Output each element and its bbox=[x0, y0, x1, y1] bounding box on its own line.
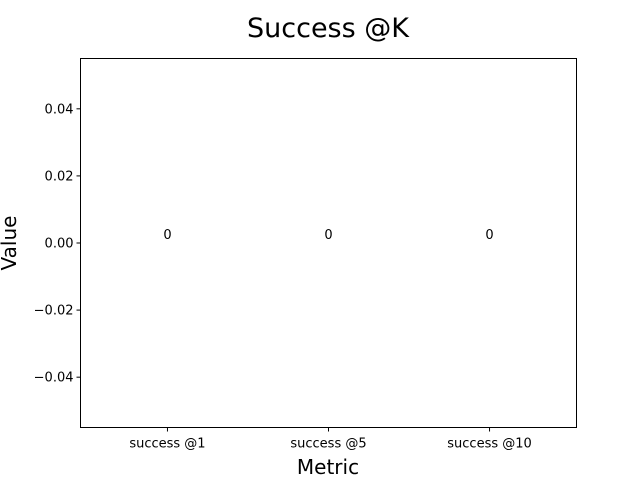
x-axis-label: Metric bbox=[297, 455, 359, 479]
x-axis-ticks: success @1 success @5 success @10 bbox=[129, 427, 532, 452]
bar-value-label: 0 bbox=[485, 228, 493, 243]
y-tick-label: 0.04 bbox=[45, 102, 74, 117]
data-labels: 0 0 0 bbox=[163, 228, 493, 243]
x-tick-label: success @10 bbox=[447, 437, 532, 452]
y-axis-label: Value bbox=[0, 216, 21, 271]
y-axis-ticks: −0.04 −0.02 0.00 0.02 0.04 bbox=[34, 102, 81, 386]
bar-value-label: 0 bbox=[324, 228, 332, 243]
x-tick-label: success @5 bbox=[290, 437, 366, 452]
chart-title: Success @K bbox=[247, 13, 410, 44]
y-tick-label: −0.02 bbox=[34, 304, 74, 319]
y-tick-label: −0.04 bbox=[34, 371, 74, 386]
x-tick-label: success @1 bbox=[129, 437, 205, 452]
bar-value-label: 0 bbox=[163, 228, 171, 243]
y-tick-label: 0.00 bbox=[45, 237, 74, 252]
y-tick-label: 0.02 bbox=[45, 169, 74, 184]
plot-area-frame bbox=[80, 58, 577, 428]
